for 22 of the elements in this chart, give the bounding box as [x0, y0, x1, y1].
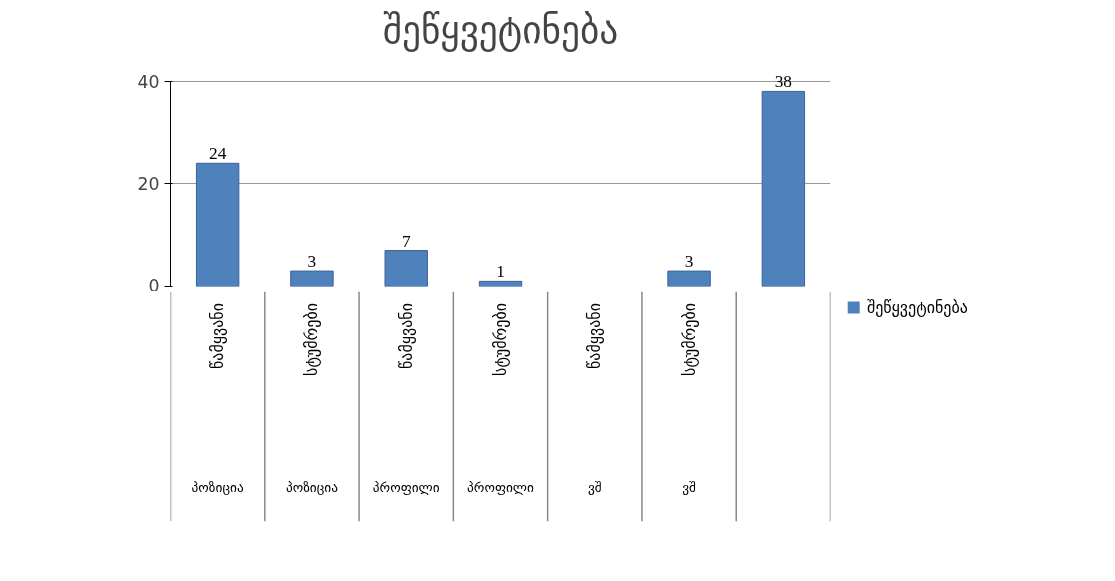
category-label: სტუმრები ვშ — [679, 303, 699, 495]
bar — [195, 162, 240, 287]
data-label: 7 — [401, 231, 411, 251]
y-tick-label: 40 — [137, 71, 160, 92]
y-tick-label: 0 — [148, 275, 160, 296]
category-label: სტუმრები პროფილი — [467, 303, 534, 495]
data-label: 38 — [774, 72, 793, 92]
data-label: 1 — [496, 262, 505, 282]
category-label: წამყვანი ვშ — [585, 303, 605, 495]
data-label: 3 — [307, 252, 317, 272]
bar — [384, 250, 428, 287]
bar — [290, 270, 334, 287]
category-label: წამყვანი პოზიცია — [191, 303, 244, 495]
bar — [761, 90, 806, 287]
legend-label: შეწყვეტინება — [866, 298, 968, 318]
chart-title: შეწყვეტინება — [382, 7, 619, 52]
category-label: სტუმრები პოზიცია — [285, 303, 338, 495]
data-label: 24 — [208, 144, 227, 164]
data-label: 3 — [684, 252, 694, 272]
category-label: წამყვანი პროფილი — [372, 303, 440, 495]
y-tick-label: 20 — [137, 174, 160, 195]
bar — [667, 270, 711, 287]
